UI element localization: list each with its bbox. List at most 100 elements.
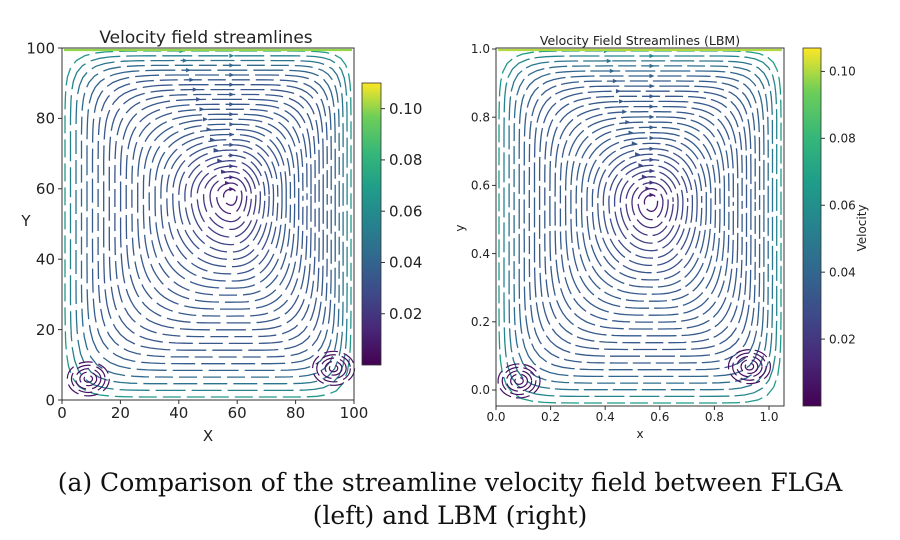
- streamline: [209, 176, 248, 223]
- streamline-arrow: [649, 53, 655, 59]
- corner-vortex-streamline: [328, 364, 339, 373]
- x-tick-label: 0: [57, 404, 67, 422]
- colorbar-tick-label: 0.04: [829, 265, 856, 279]
- streamline: [154, 128, 287, 289]
- streamline-arrow: [199, 107, 205, 112]
- streamline-arrow: [649, 73, 655, 79]
- colorbar: [361, 82, 382, 366]
- streamline: [619, 170, 679, 244]
- y-axis-ticks: 0 20 40 60 80 100: [26, 39, 62, 409]
- streamline-arrow: [631, 141, 637, 146]
- chart-title: Velocity Field Streamlines (LBM): [540, 33, 740, 48]
- streamline-arrow: [210, 137, 216, 142]
- streamline-arrow: [229, 153, 235, 158]
- streamline: [216, 182, 243, 215]
- corner-vortex-streamline: [320, 357, 347, 380]
- streamline-arrow: [213, 147, 219, 153]
- colorbar-tick-label: 0.10: [829, 65, 856, 79]
- streamline-arrow: [609, 68, 615, 74]
- x-axis-ticks: 0 20 40 60 80 100: [57, 400, 368, 422]
- streamline: [503, 55, 778, 398]
- streamline: [202, 171, 252, 231]
- streamline: [533, 85, 752, 357]
- streamline: [544, 95, 743, 344]
- streamline: [184, 154, 266, 253]
- streamline: [222, 188, 238, 206]
- streamline-arrow: [192, 87, 198, 92]
- streamline: [498, 50, 782, 404]
- colorbar-tick-label: 0.04: [389, 254, 422, 272]
- streamline: [631, 181, 669, 229]
- streamline: [142, 118, 296, 303]
- streamline-arrow: [638, 163, 644, 168]
- x-tick-label: 0.4: [596, 410, 615, 424]
- caption-line-1: (a) Comparison of the streamline velocit…: [57, 468, 843, 497]
- y-tick-label: 0.4: [471, 247, 490, 261]
- streamline: [549, 100, 739, 337]
- streamline-arrow: [612, 78, 618, 84]
- x-tick-label: 20: [111, 404, 130, 422]
- chart-title: Velocity field streamlines: [99, 28, 312, 48]
- x-axis-label: X: [203, 427, 213, 445]
- colorbar-tick-label: 0.06: [829, 198, 856, 212]
- y-axis-label: Y: [20, 212, 31, 230]
- streamline: [523, 75, 761, 371]
- streamline: [166, 139, 279, 275]
- streamline: [597, 148, 698, 274]
- streamline: [160, 133, 283, 282]
- corner-vortex-streamline: [501, 366, 537, 396]
- streamline-arrow: [649, 135, 655, 141]
- corner-vortex-streamline: [70, 364, 106, 394]
- corner-vortex-streamline: [79, 371, 98, 387]
- colorbar-tick-label: 0.10: [389, 100, 422, 118]
- y-tick-label: 0.2: [471, 315, 490, 329]
- x-tick-label: 0.8: [705, 410, 724, 424]
- x-tick-label: 0.0: [486, 410, 505, 424]
- streamline-arrow: [224, 180, 230, 186]
- streamline: [580, 132, 712, 295]
- y-tick-label: 0.8: [471, 110, 490, 124]
- streamline-arrow: [649, 83, 655, 89]
- streamline-arrow: [622, 109, 628, 114]
- streamline-arrow: [649, 125, 655, 130]
- corner-vortex-streamline: [732, 352, 767, 381]
- streamline-arrow: [606, 58, 612, 64]
- streamline: [108, 88, 320, 345]
- streamline-arrow: [649, 168, 655, 174]
- streamline: [119, 98, 312, 331]
- streamline: [114, 93, 316, 338]
- streamline-arrow: [628, 130, 634, 135]
- streamline-arrow: [649, 63, 655, 69]
- streamline-arrow: [649, 146, 655, 152]
- streamline-arrow: [229, 63, 235, 68]
- streamline: [125, 103, 308, 324]
- streamline: [613, 164, 684, 252]
- corner-vortex-streamline: [324, 360, 343, 376]
- colorbar-ticks: 0.02 0.04 0.06 0.08 0.10: [381, 100, 422, 323]
- colorbar-label: Velocity: [855, 204, 869, 251]
- corner-vortex-streamline: [736, 355, 763, 378]
- streamline: [518, 70, 765, 378]
- streamline-arrow: [645, 186, 651, 191]
- colorbar-tick-label: 0.02: [389, 305, 422, 323]
- streamline: [190, 160, 262, 246]
- streamline-arrow: [182, 58, 188, 63]
- y-axis-label: y: [453, 224, 467, 231]
- x-tick-label: 40: [169, 404, 188, 422]
- streamline: [625, 176, 674, 237]
- streamline-arrow: [619, 99, 625, 104]
- corner-vortex-streamline: [75, 368, 102, 390]
- y-axis-ticks: 0.0 0.2 0.4 0.6 0.8 1.0: [471, 42, 496, 397]
- flga-streamline-chart: Velocity field streamlines 0 20 40 60 80 100 …: [20, 28, 422, 445]
- streamline: [643, 194, 659, 212]
- streamline-arrow: [615, 88, 621, 94]
- x-axis-ticks: 0.0 0.2 0.4 0.6 0.8 1.0: [486, 406, 779, 424]
- x-tick-label: 80: [286, 404, 305, 422]
- streamline-arrow: [649, 180, 655, 185]
- streamline: [137, 113, 300, 310]
- streamline-arrow: [229, 132, 235, 137]
- streamline: [602, 153, 694, 267]
- plot-frame: [495, 47, 785, 407]
- streamline: [172, 144, 275, 268]
